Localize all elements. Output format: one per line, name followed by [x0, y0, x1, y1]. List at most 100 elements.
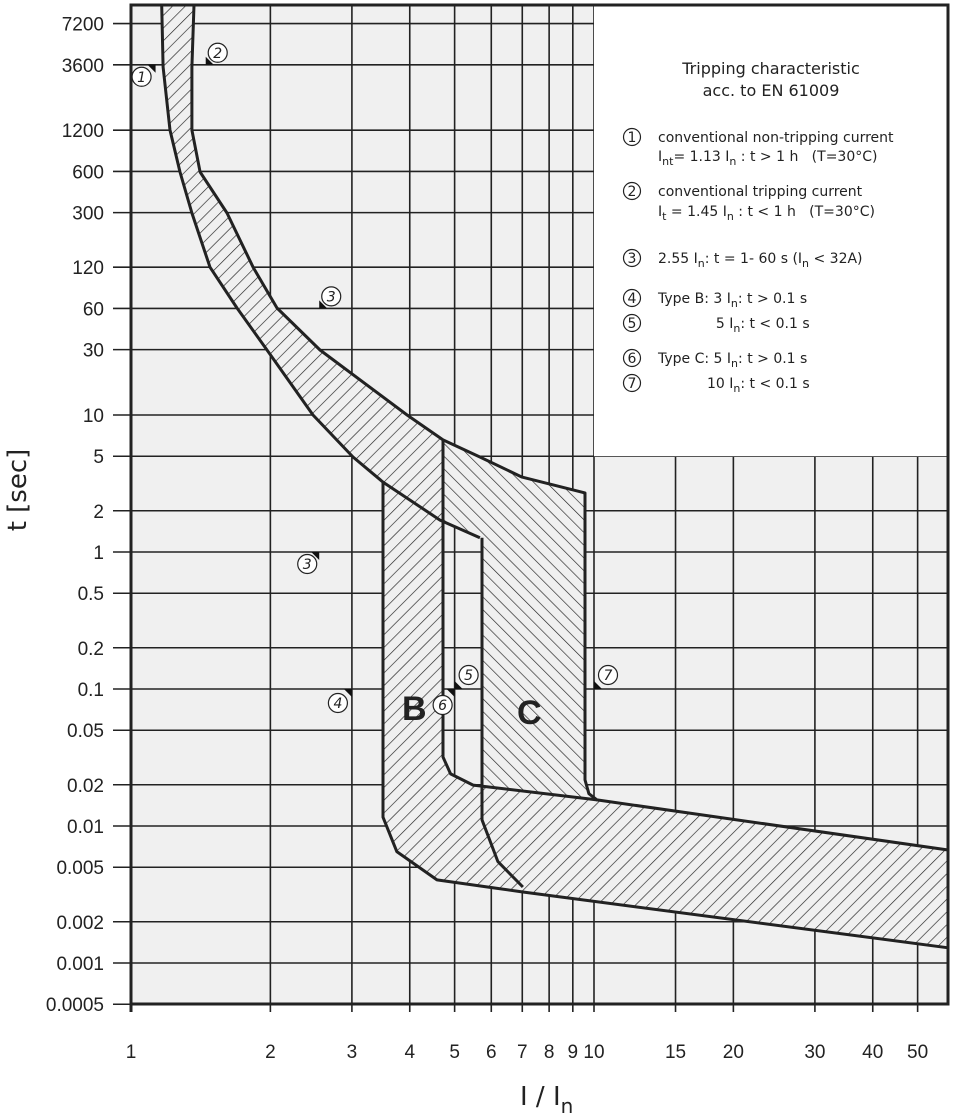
legend-subscript: n: [733, 322, 740, 335]
hatched-region-b: [383, 482, 949, 948]
legend-subscript: n: [731, 297, 738, 310]
marker-flag-icon: [311, 552, 320, 560]
y-tick-label: 1: [93, 543, 104, 564]
legend-text: Type C: 5 I: [657, 351, 731, 367]
legend-subscript: t: [662, 210, 667, 223]
marker-flag-icon: [147, 64, 156, 73]
legend-text: conventional non-tripping current: [658, 130, 894, 146]
legend-item-2: 2 conventional tripping current It = 1.45 …: [622, 181, 875, 223]
curve-outline: [441, 439, 598, 802]
y-tick-label: 0.0005: [46, 995, 104, 1016]
legend-number-circle-icon: [622, 127, 642, 147]
legend-text: : t < 0.1 s: [740, 316, 809, 332]
legend-subscript: nt: [662, 155, 674, 168]
x-axis-label-sub: n: [561, 1094, 574, 1118]
legend-text-line: 2.55 In: t = 1- 60 s (In < 32A): [658, 251, 863, 270]
legend-text: I: [658, 149, 662, 165]
y-tick-label: 300: [72, 204, 104, 225]
x-tick-label: 9: [568, 1042, 579, 1063]
legend-text: : t < 0.1 s: [740, 376, 809, 392]
legend-item-5: 5 5 In: t < 0.1 s: [622, 313, 810, 335]
legend-subscript: n: [802, 257, 809, 270]
legend-item-4: 4 Type B: 3 In: t > 0.1 s: [622, 288, 807, 310]
marker-circle-icon: [327, 692, 349, 714]
x-tick-label: 40: [862, 1042, 883, 1063]
x-tick-label: 5: [449, 1042, 460, 1063]
region-label-c: C: [517, 694, 542, 732]
y-tick-label: 5: [93, 447, 104, 468]
y-tick-label: 10: [83, 406, 104, 427]
marker-flag-icon: [343, 689, 352, 697]
legend-number-circle-icon: [622, 313, 642, 333]
legend-text: : t > 0.1 s: [738, 351, 807, 367]
marker-7: 7: [594, 664, 619, 689]
marker-flag-icon: [454, 681, 463, 689]
marker-number: 6: [438, 698, 447, 714]
y-tick-label: 600: [72, 162, 104, 183]
marker-number: 4: [333, 696, 342, 712]
hatched-region-thermal: [161, 5, 443, 521]
marker-3: 3: [297, 552, 320, 575]
region-label-b: B: [402, 690, 427, 728]
x-tick-label: 8: [544, 1042, 555, 1063]
legend-item-7: 7 10 In: t < 0.1 s: [622, 373, 810, 395]
x-tick-label: 4: [404, 1042, 415, 1063]
y-tick-label: 0.1: [78, 680, 104, 701]
legend-number: 5: [628, 316, 637, 332]
y-tick-label: 120: [72, 258, 104, 279]
legend-item-1: 1 conventional non-tripping current Int= 1…: [622, 127, 894, 168]
y-tick-label: 0.02: [67, 776, 104, 797]
x-tick-label: 10: [583, 1042, 604, 1063]
marker-circle-icon: [432, 694, 453, 716]
legend-number: 4: [628, 291, 637, 307]
y-tick-label: 60: [83, 299, 104, 320]
y-tick-label: 0.5: [78, 584, 104, 605]
plot-frame: [129, 3, 950, 1006]
legend-text-line: 10 In: t < 0.1 s: [658, 376, 810, 395]
marker-circle-icon: [321, 286, 342, 307]
legend: Tripping characteristic acc. to EN 61009 1…: [622, 59, 894, 395]
legend-item-3: 3 2.55 In: t = 1- 60 s (In < 32A): [622, 248, 863, 270]
marker-number: 1: [137, 70, 146, 86]
y-tick-label: 2: [93, 502, 104, 523]
legend-text: 2.55 I: [658, 251, 698, 267]
x-axis-label: I / In: [520, 1082, 573, 1118]
marker-3: 3: [319, 286, 342, 309]
marker-6: 6: [432, 689, 455, 716]
legend-text: : t = 1- 60 s (I: [705, 251, 802, 267]
legend-number-circle-icon: [622, 248, 642, 268]
marker-flag-icon: [319, 300, 328, 309]
y-tick-label: 3600: [62, 56, 104, 77]
legend-number: 7: [628, 376, 637, 392]
marker-number: 2: [213, 46, 222, 62]
legend-number-circle-icon: [622, 288, 642, 308]
y-tick-label: 0.005: [56, 858, 104, 879]
marker-circle-icon: [297, 553, 318, 575]
legend-text-line: 5 In: t < 0.1 s: [658, 316, 810, 335]
legend-text: I: [658, 204, 662, 220]
marker-flag-icon: [205, 56, 214, 65]
legend-text: 5 I: [658, 316, 733, 332]
legend-text-line: It = 1.45 In : t < 1 h (T=30°C): [658, 204, 875, 223]
legend-text: = 1.45 I: [666, 204, 726, 220]
marker-circle-icon: [458, 664, 479, 686]
marker-number: 3: [303, 557, 312, 573]
legend-text: 10 I: [658, 376, 733, 392]
y-axis-label: t [sec]: [3, 449, 33, 532]
marker-flag-icon: [594, 681, 602, 689]
curve-outline: [480, 537, 524, 889]
y-tick-label: 7200: [62, 15, 104, 36]
x-tick-label: 7: [517, 1042, 528, 1063]
legend-subscript: n: [731, 357, 738, 370]
y-tick-label: 0.001: [56, 954, 104, 975]
curve-outline: [190, 4, 949, 852]
chart-title-line: acc. to EN 61009: [703, 81, 840, 100]
legend-subscript: n: [733, 382, 740, 395]
marker-5: 5: [454, 664, 479, 689]
legend-text: : t > 0.1 s: [738, 291, 807, 307]
legend-subscript: n: [698, 257, 705, 270]
y-tick-label: 0.2: [78, 639, 104, 660]
legend-number: 2: [628, 184, 637, 200]
x-axis-label-main: I / I: [520, 1082, 561, 1112]
